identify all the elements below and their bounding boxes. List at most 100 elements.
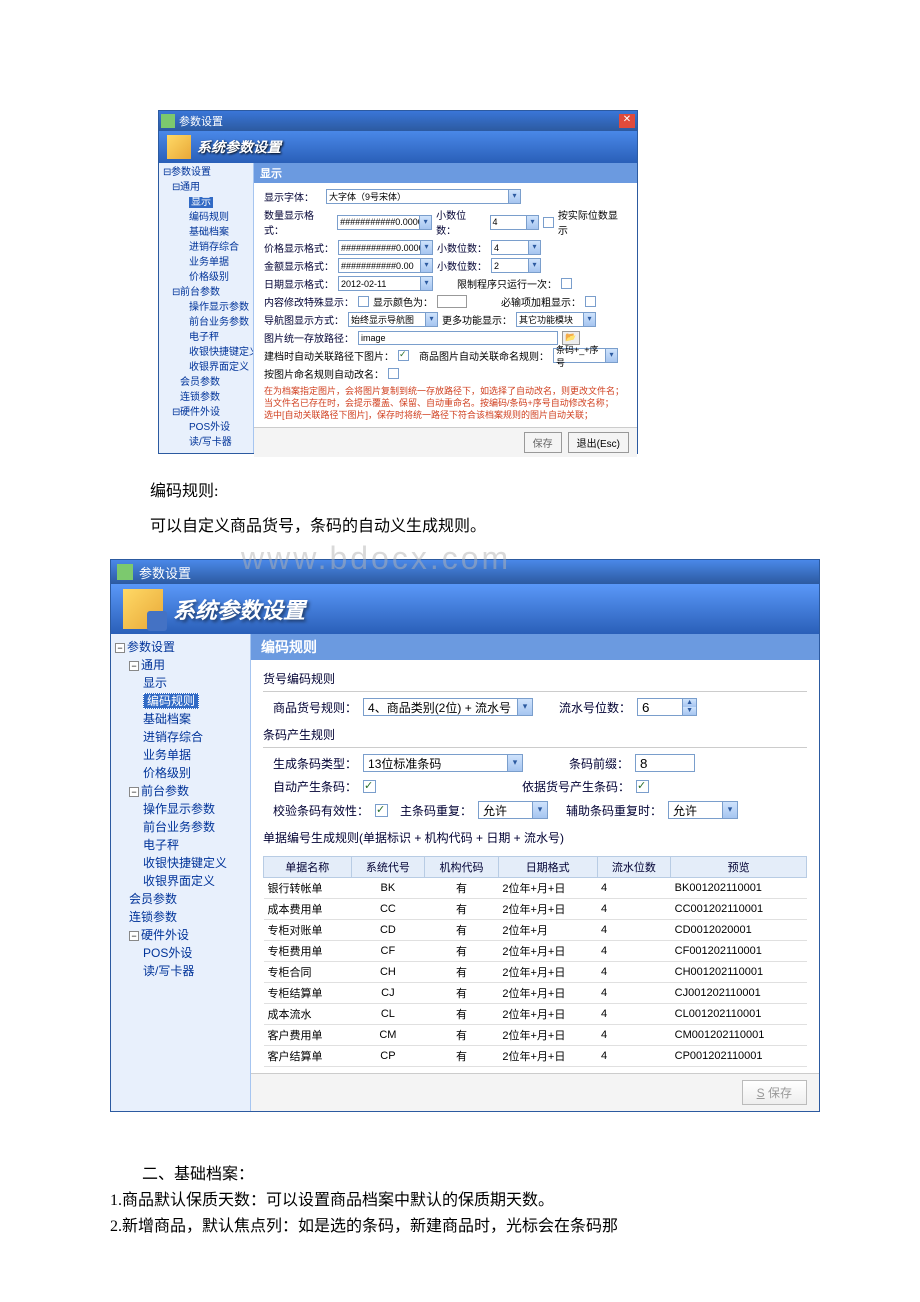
tree-item[interactable]: 基础档案 (113, 710, 248, 728)
table-row[interactable]: 客户费用单CM有2位年+月+日4CM001202110001 (264, 1025, 807, 1046)
tree-item[interactable]: −前台参数 (113, 782, 248, 800)
tree-item[interactable]: 读/写卡器 (113, 962, 248, 980)
tree-item[interactable]: 收银快捷键定义 (161, 345, 251, 360)
titlebar[interactable]: 参数设置 (111, 560, 819, 584)
tree-item[interactable]: ⊟通用 (161, 180, 251, 195)
tree-item[interactable]: POS外设 (113, 944, 248, 962)
limit-once-checkbox[interactable] (561, 278, 572, 289)
amount-format-dropdown[interactable]: ###########0.00▾ (338, 258, 433, 273)
tree-item[interactable]: ⊟参数设置 (161, 165, 251, 180)
tree-item[interactable]: 编码规则 (113, 692, 248, 710)
table-header[interactable]: 流水位数 (597, 857, 671, 878)
table-header[interactable]: 预览 (671, 857, 807, 878)
chevron-down-icon: ▾ (507, 755, 522, 771)
tree-item[interactable]: 业务单据 (113, 746, 248, 764)
tree-item[interactable]: 电子秤 (113, 836, 248, 854)
serial-digits-spinner[interactable]: ▲▼ (637, 698, 697, 716)
table-row[interactable]: 专柜费用单CF有2位年+月+日4CF001202110001 (264, 941, 807, 962)
auto-link-checkbox[interactable] (398, 350, 409, 361)
nav-mode-dropdown[interactable]: 始终显示导航图▾ (348, 312, 438, 327)
table-row[interactable]: 专柜对账单CD有2位年+月4CD0012020001 (264, 920, 807, 941)
spinner-down-icon[interactable]: ▼ (682, 707, 696, 715)
tree-item[interactable]: 会员参数 (161, 375, 251, 390)
chevron-down-icon: ▾ (583, 313, 595, 326)
barcode-prefix-input[interactable] (635, 754, 695, 772)
font-dropdown[interactable]: 大字体（9号宋体）▾ (326, 189, 521, 204)
auto-rename-checkbox[interactable] (388, 368, 399, 379)
main-dup-dropdown[interactable]: 允许▾ (478, 801, 548, 819)
tree-item[interactable]: 编码规则 (161, 210, 251, 225)
limit-once-label: 限制程序只运行一次： (457, 276, 557, 291)
aux-dup-dropdown[interactable]: 允许▾ (668, 801, 738, 819)
tree-item[interactable]: 操作显示参数 (161, 300, 251, 315)
auto-gen-checkbox[interactable] (363, 780, 376, 793)
price-format-dropdown[interactable]: ###########0.0000▾ (338, 240, 433, 255)
table-row[interactable]: 客户结算单CP有2位年+月+日4CP001202110001 (264, 1046, 807, 1067)
titlebar[interactable]: 参数设置 ✕ (159, 111, 637, 131)
tree-item[interactable]: POS外设 (161, 420, 251, 435)
close-icon[interactable]: ✕ (619, 114, 635, 128)
settings-icon (123, 589, 163, 629)
tree-item[interactable]: 业务单据 (161, 255, 251, 270)
table-header[interactable]: 机构代码 (425, 857, 499, 878)
more-func-dropdown[interactable]: 其它功能模块▾ (516, 312, 596, 327)
table-row[interactable]: 专柜结算单CJ有2位年+月+日4CJ001202110001 (264, 983, 807, 1004)
table-row[interactable]: 成本费用单CC有2位年+月+日4CC001202110001 (264, 899, 807, 920)
tree-item[interactable]: 价格级别 (161, 270, 251, 285)
tree-item[interactable]: 收银界面定义 (161, 360, 251, 375)
exit-button[interactable]: 退出(Esc) (568, 432, 629, 453)
tree-item[interactable]: 会员参数 (113, 890, 248, 908)
dec-label-3: 小数位数： (437, 258, 487, 273)
tree-item[interactable]: 进销存综合 (161, 240, 251, 255)
tree-item[interactable]: ⊟前台参数 (161, 285, 251, 300)
date-format-dropdown[interactable]: 2012-02-11▾ (338, 276, 433, 291)
tree-item[interactable]: 价格级别 (113, 764, 248, 782)
amount-dec-dropdown[interactable]: 2▾ (491, 258, 541, 273)
tree-item[interactable]: 电子秤 (161, 330, 251, 345)
by-code-checkbox[interactable] (636, 780, 649, 793)
prod-img-rule-dropdown[interactable]: 条码+_+序号▾ (553, 348, 618, 363)
tree-item[interactable]: 读/写卡器 (161, 435, 251, 450)
tree-item[interactable]: 基础档案 (161, 225, 251, 240)
tree-item[interactable]: 连锁参数 (113, 908, 248, 926)
tree-item[interactable]: −硬件外设 (113, 926, 248, 944)
qty-format-dropdown[interactable]: ###########0.0000▾ (337, 215, 432, 230)
table-row[interactable]: 银行转帐单BK有2位年+月+日4BK001202110001 (264, 878, 807, 899)
barcode-type-label: 生成条码类型： (273, 755, 357, 772)
table-header[interactable]: 单据名称 (264, 857, 352, 878)
tree-item[interactable]: 收银快捷键定义 (113, 854, 248, 872)
section-title: 编码规则 (251, 634, 819, 660)
save-button[interactable]: S 保存 (742, 1080, 807, 1105)
table-header[interactable]: 系统代号 (351, 857, 425, 878)
table-header[interactable]: 日期格式 (498, 857, 597, 878)
prod-rule-dropdown[interactable]: 4、商品类别(2位) + 流水号▾ (363, 698, 533, 716)
modify-display-checkbox[interactable] (358, 296, 369, 307)
color-label: 显示颜色为： (373, 294, 433, 309)
by-actual-checkbox[interactable] (543, 217, 554, 228)
tree-item[interactable]: ⊟硬件外设 (161, 405, 251, 420)
check-valid-checkbox[interactable] (375, 804, 388, 817)
required-bold-checkbox[interactable] (585, 296, 596, 307)
tree-item[interactable]: 连锁参数 (161, 390, 251, 405)
tree-item[interactable]: −通用 (113, 656, 248, 674)
tree-item[interactable]: 显示 (113, 674, 248, 692)
display-form: 显示字体： 大字体（9号宋体）▾ 数量显示格式： ###########0.00… (254, 183, 637, 427)
barcode-type-dropdown[interactable]: 13位标准条码▾ (363, 754, 523, 772)
tree-item[interactable]: 前台业务参数 (161, 315, 251, 330)
save-button[interactable]: 保存 (524, 432, 562, 453)
window-title: 参数设置 (139, 563, 191, 582)
spinner-up-icon[interactable]: ▲ (682, 699, 696, 707)
tree-item[interactable]: −参数设置 (113, 638, 248, 656)
color-swatch[interactable] (437, 295, 467, 308)
table-row[interactable]: 专柜合同CH有2位年+月+日4CH001202110001 (264, 962, 807, 983)
qty-dec-dropdown[interactable]: 4▾ (490, 215, 539, 230)
table-row[interactable]: 成本流水CL有2位年+月+日4CL001202110001 (264, 1004, 807, 1025)
tree-item[interactable]: 前台业务参数 (113, 818, 248, 836)
price-dec-dropdown[interactable]: 4▾ (491, 240, 541, 255)
tree-item[interactable]: 收银界面定义 (113, 872, 248, 890)
tree-item[interactable]: 操作显示参数 (113, 800, 248, 818)
auto-link-label: 建档时自动关联路径下图片： (264, 348, 394, 363)
tree-item[interactable]: 显示 (161, 195, 251, 210)
img-path-input[interactable] (358, 331, 558, 345)
tree-item[interactable]: 进销存综合 (113, 728, 248, 746)
